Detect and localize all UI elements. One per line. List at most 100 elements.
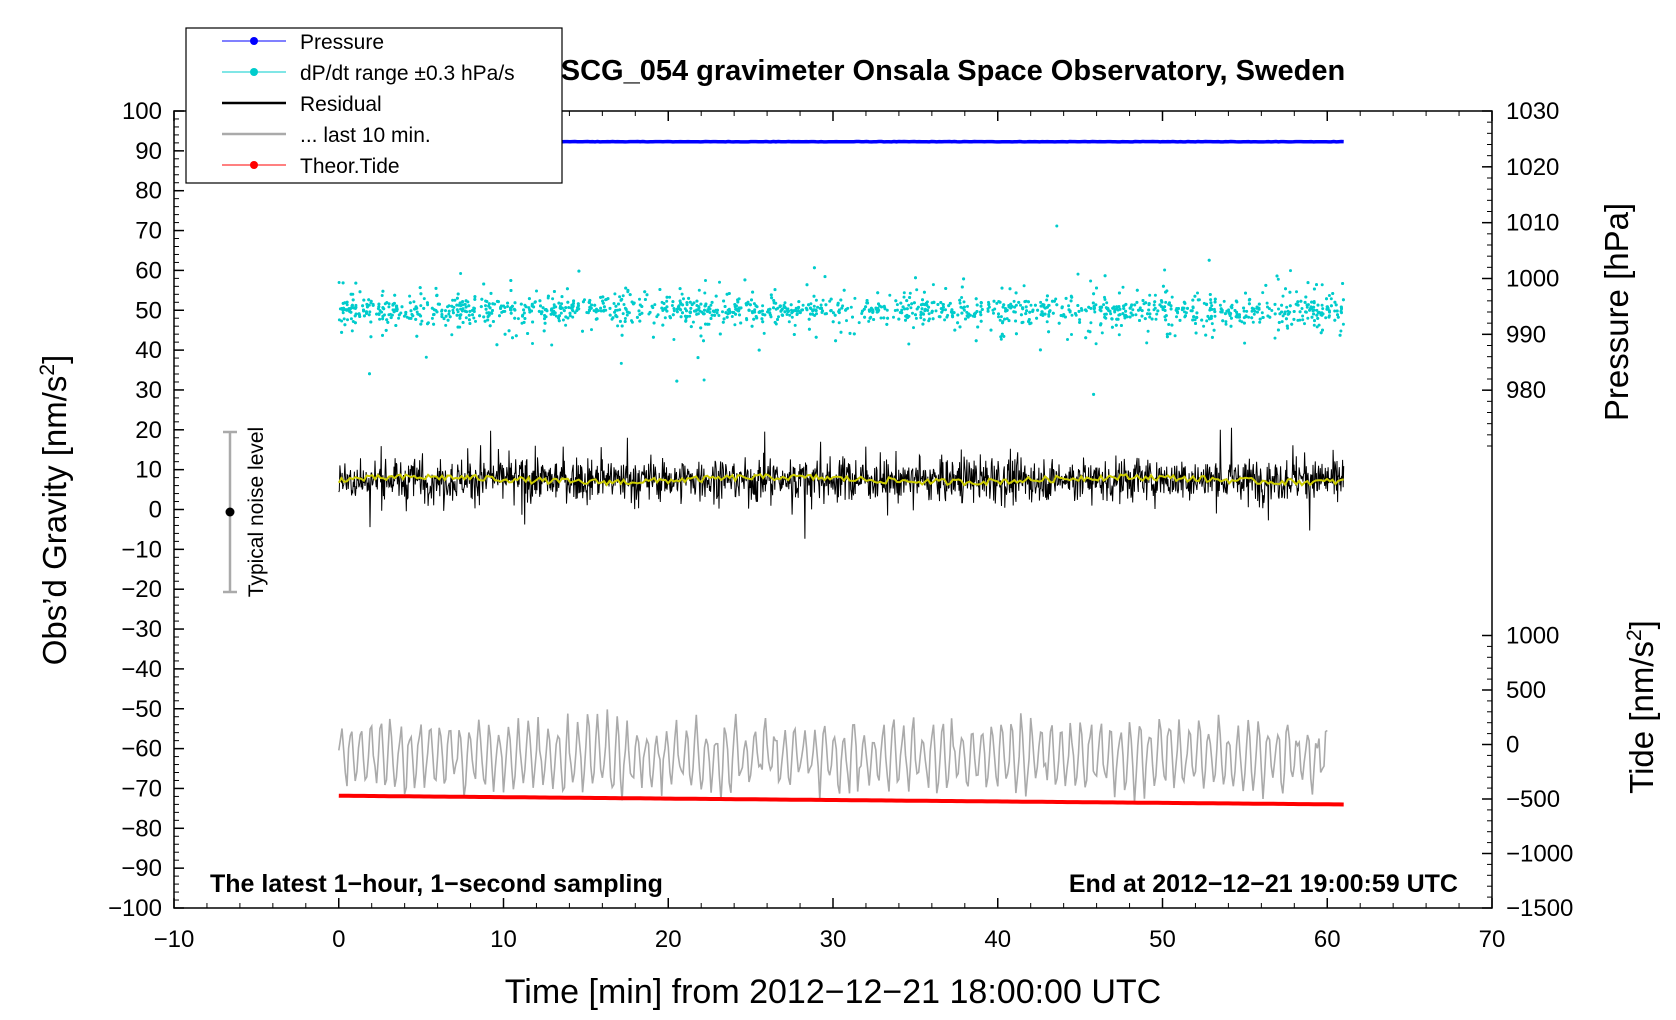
dpdt-point [1070,295,1074,299]
dpdt-point [1312,305,1316,309]
dpdt-point [882,316,886,320]
dpdt-point [848,331,852,335]
dpdt-point [485,300,489,303]
dpdt-point [812,266,816,270]
dpdt-point [734,307,738,311]
dpdt-point [709,317,713,320]
dpdt-point [435,294,439,298]
dpdt-point [1218,303,1222,307]
dpdt-point [1280,320,1284,324]
dpdt-point [482,315,486,319]
legend-item-last10: ... last 10 min. [222,124,431,147]
dpdt-point [626,288,630,292]
dpdt-point [904,318,907,322]
dpdt-point [724,311,728,315]
dpdt-point [897,317,901,321]
dpdt-point [1250,316,1254,320]
dpdt-point [573,311,577,315]
dpdt-point [503,332,507,336]
dpdt-point [958,325,962,329]
dpdt-point [814,335,818,339]
dpdt-point [1277,307,1280,311]
dpdt-point [1125,315,1129,319]
dpdt-point [541,306,545,310]
dpdt-point [513,316,517,320]
dpdt-point [953,328,957,332]
dpdt-point [650,304,654,308]
dpdt-point [549,308,553,312]
dpdt-point [387,305,391,309]
dpdt-point [612,302,616,305]
dpdt-point [1145,341,1149,345]
dpdt-point [1321,307,1325,311]
dpdt-point [1321,328,1324,332]
dpdt-point [1005,308,1009,312]
dpdt-point [623,317,627,320]
dpdt-point [748,303,752,307]
dpdt-point [349,292,353,296]
dpdt-point [419,304,423,308]
pressure-tick-label: 1000 [1506,266,1559,293]
dpdt-point [478,314,482,318]
dpdt-point [710,300,714,304]
dpdt-point [1306,281,1310,285]
dpdt-point [618,319,622,323]
dpdt-point [1225,309,1229,313]
dpdt-point [1320,313,1324,317]
x-tick-label: 70 [1479,926,1506,953]
dpdt-point [430,316,434,320]
dpdt-point [1287,312,1291,316]
dpdt-point [365,305,369,309]
dpdt-point [711,309,715,313]
y-tick-label-left: −70 [121,775,162,802]
dpdt-point [812,304,816,308]
dpdt-point [602,308,606,312]
dpdt-point [1243,341,1247,345]
dpdt-point [1320,303,1324,307]
dpdt-point [785,313,789,316]
dpdt-point [560,302,564,306]
dpdt-point [1273,312,1277,316]
dpdt-point [594,310,598,314]
dpdt-point [1111,306,1115,310]
dpdt-point [550,343,554,347]
dpdt-point [707,307,711,311]
dpdt-point [733,305,737,309]
dpdt-point [1205,302,1209,306]
dpdt-point [365,310,368,314]
dpdt-point [498,314,501,318]
dpdt-point [1296,300,1300,304]
dpdt-point [590,303,594,307]
dpdt-point [885,322,889,326]
dpdt-point [397,313,401,317]
dpdt-point [1266,305,1269,309]
dpdt-point [348,309,352,313]
dpdt-point [1099,322,1103,326]
dpdt-point [738,313,741,317]
dpdt-point [960,285,964,289]
dpdt-point [1054,297,1058,301]
dpdt-point [378,317,382,321]
tide-tick-label: −1500 [1506,895,1573,922]
dpdt-point [464,299,468,303]
dpdt-point [1294,302,1298,306]
dpdt-point [1089,321,1093,325]
dpdt-point [361,304,365,308]
dpdt-point [1009,306,1013,310]
dpdt-point [922,318,926,322]
dpdt-point [1324,316,1328,320]
dpdt-point [840,306,844,310]
dpdt-point [734,312,738,316]
dpdt-point [1002,334,1006,338]
dpdt-point [1020,321,1024,325]
dpdt-point [1261,291,1265,295]
dpdt-point [1059,314,1063,317]
dpdt-point [560,306,564,310]
dpdt-point [1288,290,1292,294]
dpdt-point [426,322,429,326]
dpdt-point [776,306,780,310]
dpdt-point [1331,292,1335,295]
dpdt-point [1140,314,1144,318]
dpdt-point [424,355,428,359]
dpdt-point [796,309,800,313]
